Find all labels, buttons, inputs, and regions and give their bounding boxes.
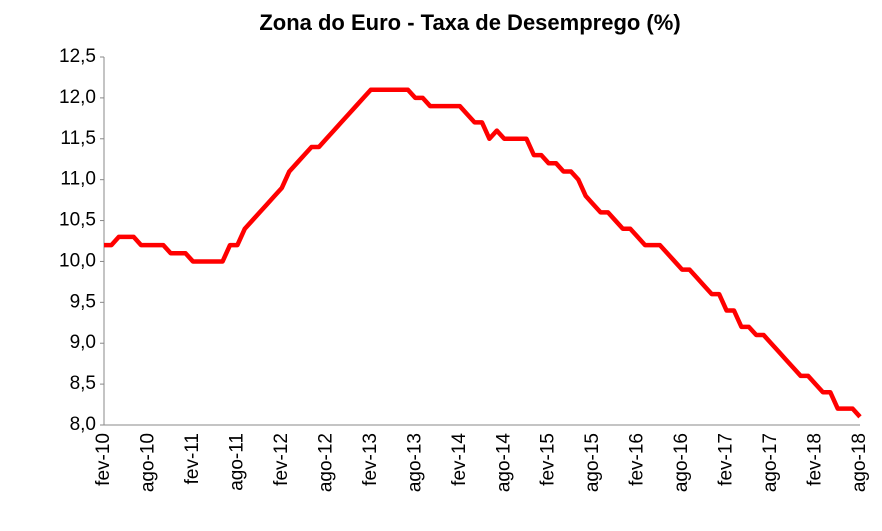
x-tick-label: ago-17 (760, 433, 781, 492)
x-tick-label: fev-14 (449, 433, 470, 486)
x-tick-label: fev-11 (182, 433, 203, 484)
y-tick-label: 12,5 (59, 46, 96, 67)
y-tick-label: 8,0 (70, 414, 96, 435)
y-tick-label: 9,0 (70, 332, 96, 353)
y-tick-label: 11,5 (60, 128, 96, 149)
x-tick-label: fev-16 (627, 433, 648, 486)
x-tick-label: ago-13 (404, 433, 425, 492)
y-tick-label: 10,5 (59, 210, 96, 231)
y-tick-label: 8,5 (70, 373, 96, 394)
x-tick-label: ago-16 (671, 433, 692, 492)
x-tick-label: ago-18 (849, 433, 870, 492)
x-tick-label: fev-13 (360, 433, 381, 486)
chart-title: Zona do Euro - Taxa de Desemprego (%) (259, 10, 680, 35)
x-tick-label: ago-10 (137, 433, 158, 492)
y-tick-label: 10,0 (59, 250, 96, 271)
y-tick-label: 9,5 (70, 291, 96, 312)
y-tick-label: 11,0 (60, 169, 96, 190)
line (104, 87, 862, 419)
x-tick-label: fev-12 (271, 433, 292, 486)
x-tick-label: ago-15 (582, 433, 603, 492)
x-tick-label: fev-15 (538, 433, 559, 486)
x-tick-label: ago-11 (226, 433, 247, 491)
x-tick-label: ago-12 (315, 433, 336, 492)
x-tick-label: fev-18 (805, 433, 826, 486)
x-tick-label: ago-14 (493, 433, 514, 493)
x-tick-label: fev-10 (93, 433, 114, 486)
x-tick-label: fev-17 (716, 433, 737, 486)
y-tick-label: 12,0 (59, 87, 96, 108)
